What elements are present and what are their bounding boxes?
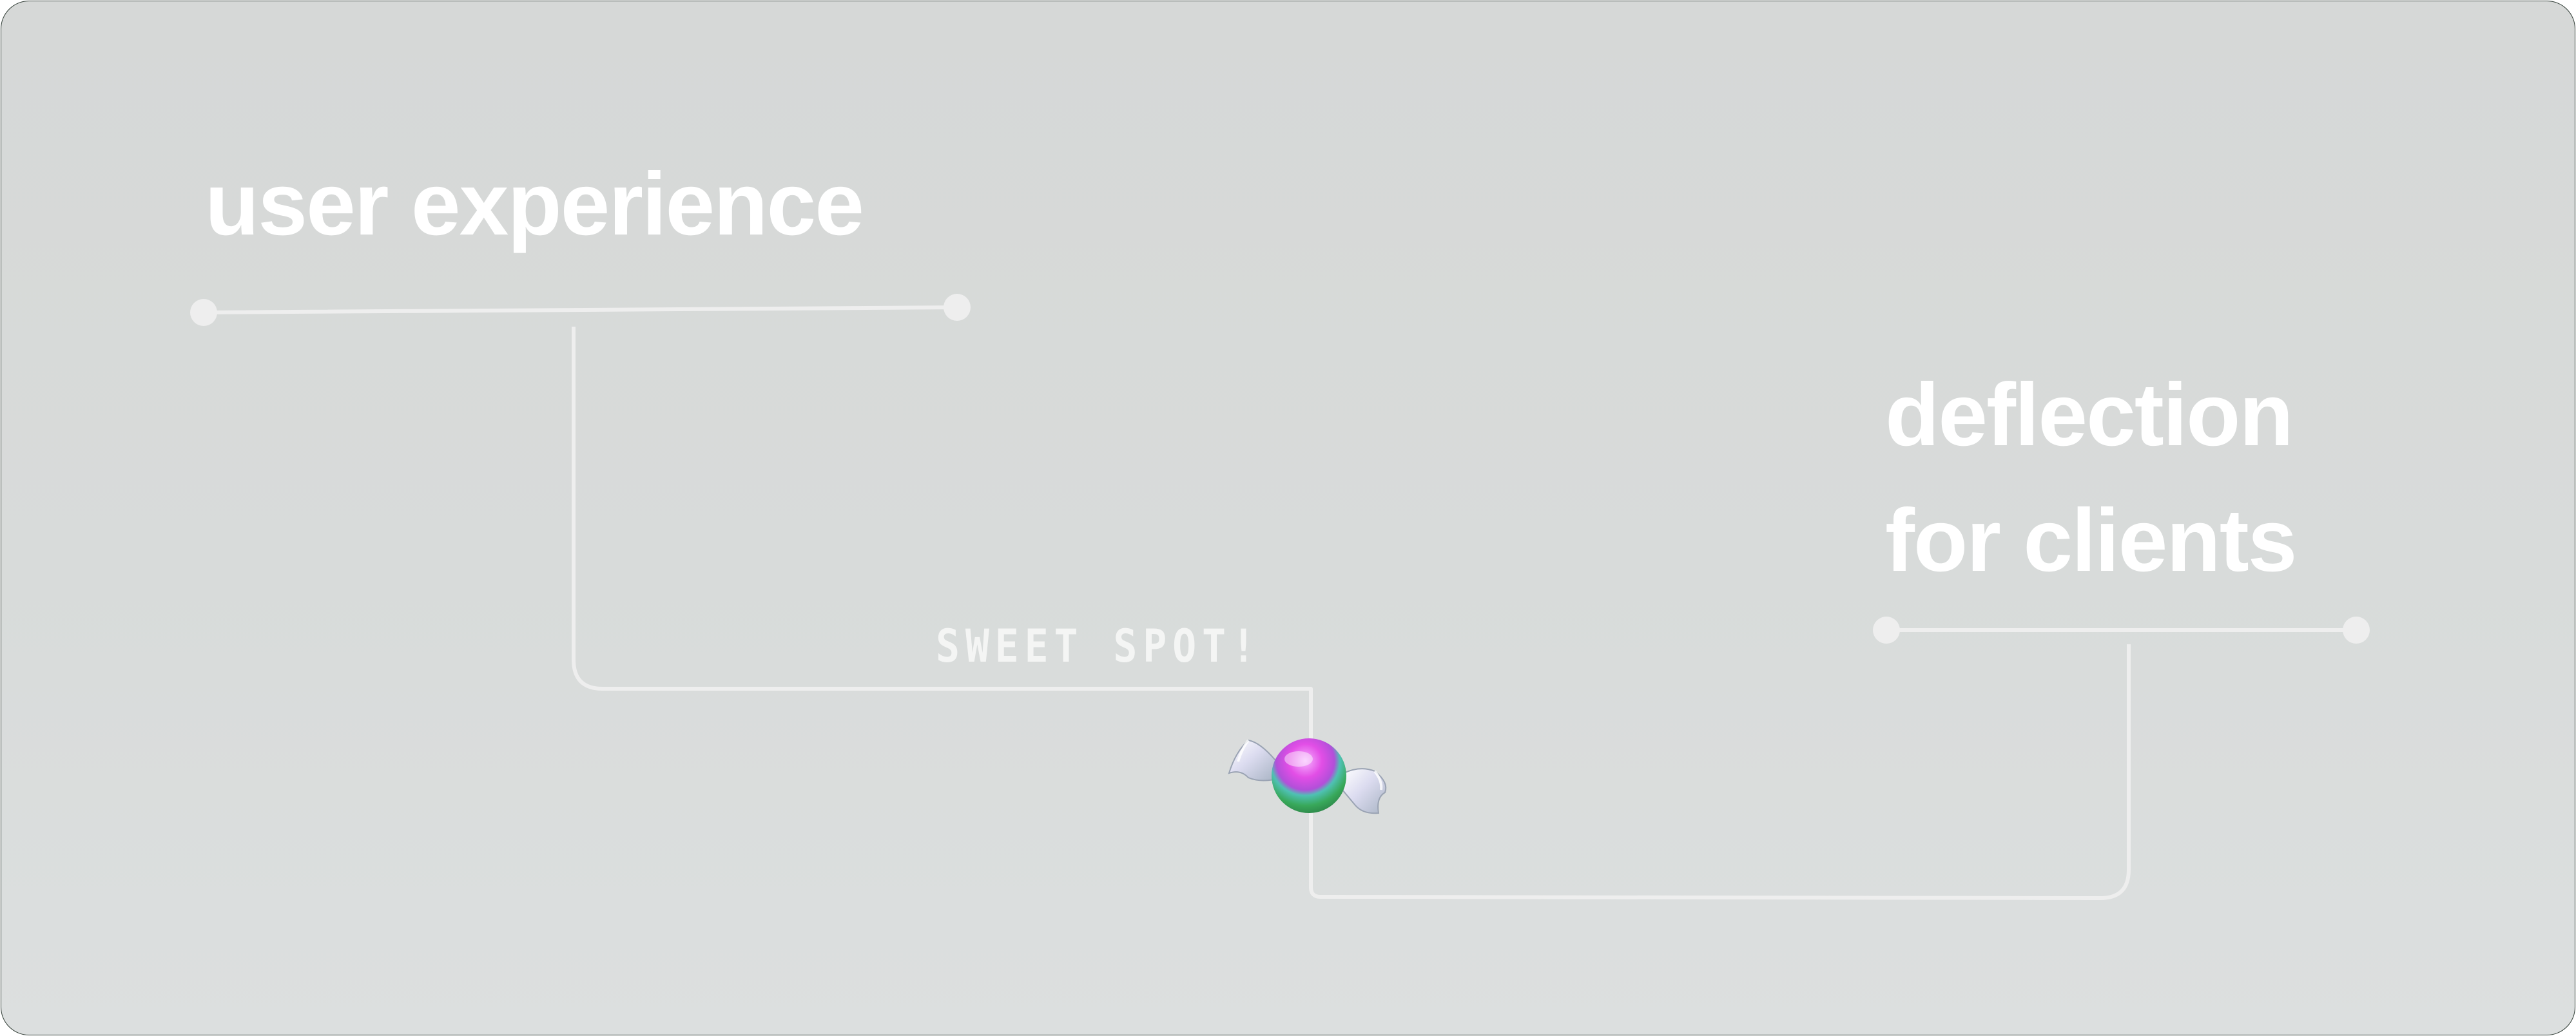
deflection-label-line-2: for clients [1885, 491, 2297, 590]
ux-slider-right-handle [944, 294, 971, 321]
deflection-label-line-1: deflection [1885, 365, 2294, 465]
user-experience-label: user experience [205, 155, 864, 254]
sweet-spot-annotation: SWEET SPOT! [936, 620, 1261, 673]
deflection-slider-right-handle [2343, 617, 2370, 644]
ux-slider-line [202, 305, 959, 314]
deflection-slider-left-handle [1873, 617, 1900, 644]
candy-icon [1228, 738, 1387, 814]
ux-connector-path [572, 327, 2131, 900]
deflection-for-clients-label: deflection for clients [1885, 352, 2297, 604]
ux-slider-left-handle [190, 299, 217, 326]
